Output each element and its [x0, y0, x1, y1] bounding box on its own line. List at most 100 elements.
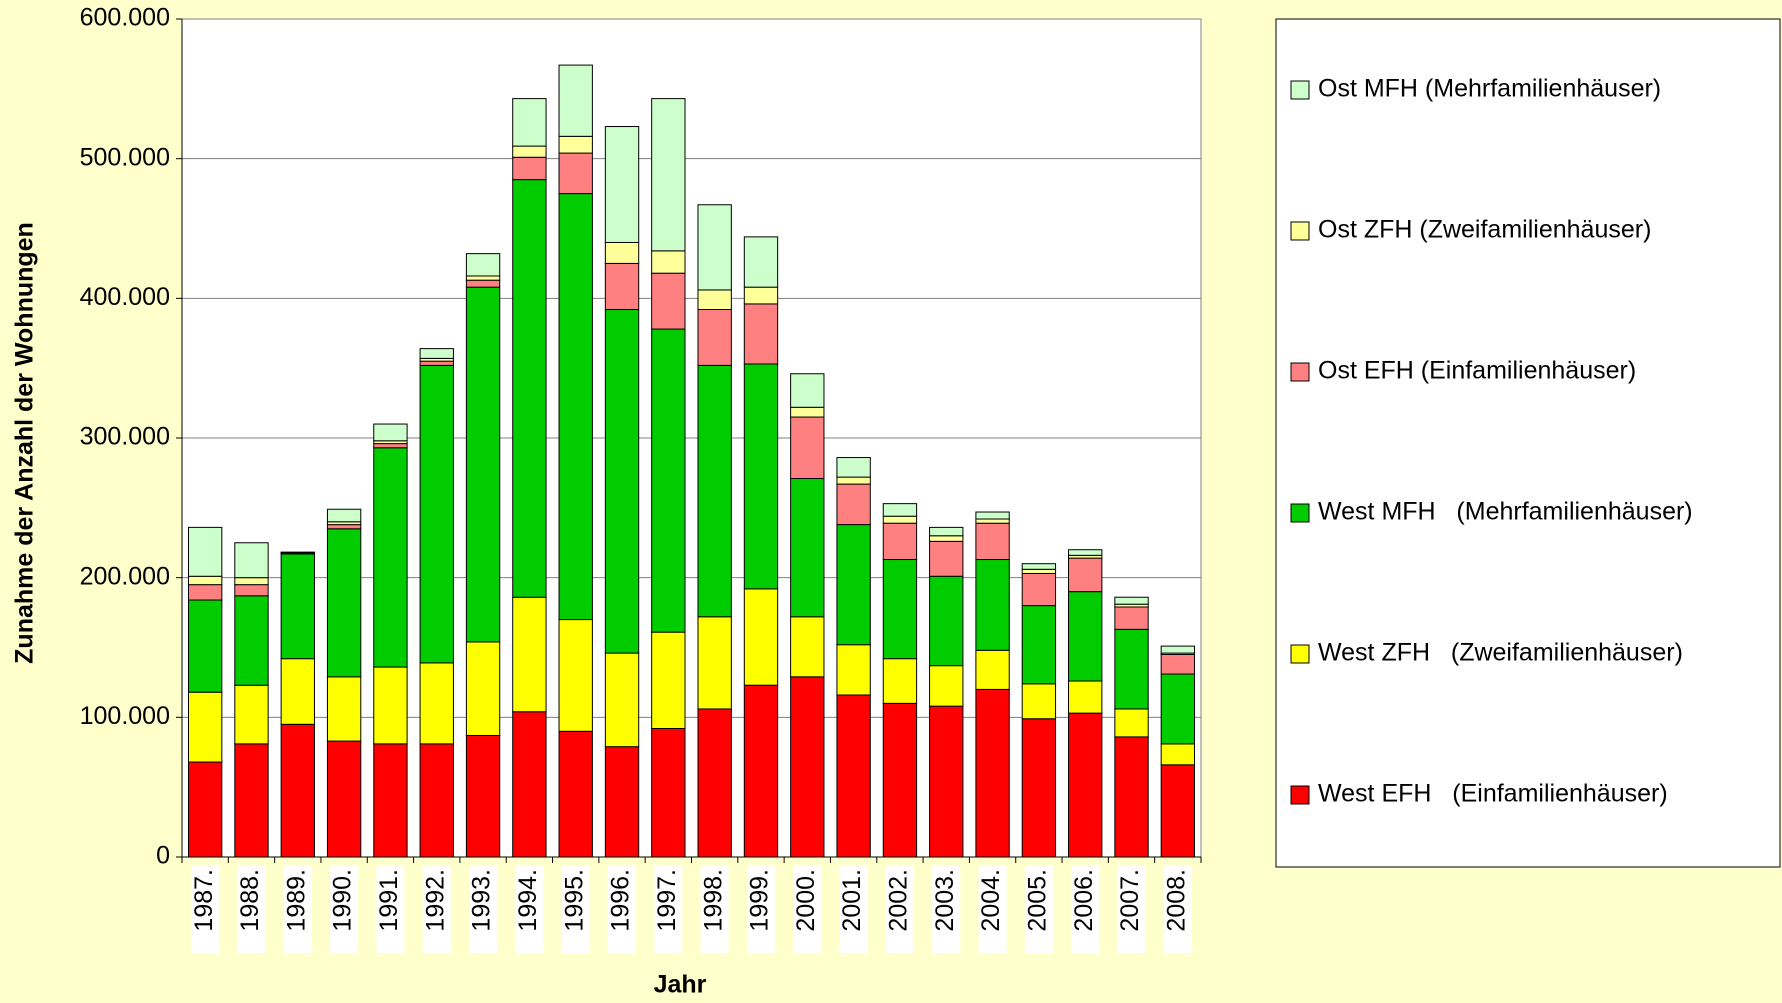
legend-label: West MFH (Mehrfamilienhäuser) — [1318, 498, 1693, 526]
bar-segment — [697, 364, 732, 618]
bar-segment — [419, 360, 454, 366]
bar-segment — [882, 702, 918, 858]
x-tick-label: 1999. — [746, 869, 774, 932]
x-label-bg — [839, 865, 868, 953]
bar-segment — [882, 515, 918, 524]
x-label-bg — [1024, 865, 1053, 953]
x-tick-label: 2007. — [1116, 869, 1144, 932]
bar-segment — [697, 708, 732, 858]
bar-segment — [1021, 683, 1057, 720]
bar-segment — [743, 303, 779, 365]
bar-segment — [697, 309, 732, 366]
bar-segment — [651, 631, 686, 730]
bar-segment — [929, 526, 964, 537]
bar-segment — [975, 559, 1010, 651]
bar-segment — [836, 483, 871, 526]
x-label-bg — [469, 865, 498, 953]
legend-swatch — [1290, 785, 1310, 805]
bar-segment — [558, 64, 593, 137]
bar-segment — [326, 740, 362, 858]
bar-segment — [187, 599, 223, 693]
x-tick-label: 1990. — [329, 869, 357, 932]
bar-segment — [512, 179, 547, 598]
legend-label: Ost EFH (Einfamilienhäuser) — [1318, 357, 1636, 385]
x-label-bg — [422, 865, 451, 953]
bar-segment — [1114, 736, 1149, 858]
bar-segment — [1021, 718, 1057, 858]
bar-segment — [929, 535, 964, 542]
x-label-bg — [191, 865, 220, 953]
bar-segment — [1160, 743, 1196, 766]
bar-segment — [419, 364, 454, 664]
bar-segment — [604, 126, 640, 243]
x-label-bg — [700, 865, 729, 953]
x-tick-label: 1993. — [468, 869, 496, 932]
bar-segment — [929, 575, 964, 667]
bar-segment — [373, 443, 408, 449]
bar-segment — [836, 457, 871, 478]
x-tick-label: 1988. — [236, 869, 264, 932]
y-tick-label: 300.000 — [80, 423, 170, 451]
bar-segment — [882, 559, 918, 660]
bar-segment — [187, 761, 223, 858]
bar-segment — [1160, 673, 1196, 745]
y-tick-label: 500.000 — [80, 143, 170, 171]
legend-label: West ZFH (Zweifamilienhäuser) — [1318, 639, 1683, 667]
y-tick-label: 0 — [156, 842, 170, 870]
bar-segment — [882, 522, 918, 561]
x-label-bg — [885, 865, 914, 953]
bar-segment — [326, 524, 362, 530]
bar-segment — [465, 286, 501, 643]
bar-segment — [187, 584, 223, 601]
bar-segment — [512, 156, 547, 181]
bar-segment — [419, 662, 454, 745]
bar-segment — [1114, 628, 1149, 710]
bar-segment — [1021, 605, 1057, 685]
legend-label: Ost MFH (Mehrfamilienhäuser) — [1318, 75, 1661, 103]
y-tick-label: 200.000 — [80, 562, 170, 590]
bar-segment — [1114, 708, 1149, 738]
x-tick-label: 2003. — [931, 869, 959, 932]
bar-segment — [465, 275, 501, 281]
bar-segment — [882, 503, 918, 517]
x-label-bg — [330, 865, 359, 953]
bar-segment — [234, 577, 269, 586]
legend-label: West EFH (Einfamilienhäuser) — [1318, 780, 1668, 808]
bar-segment — [790, 676, 825, 858]
bar-segment — [975, 511, 1010, 520]
bar-segment — [1068, 680, 1103, 714]
bar-segment — [790, 616, 825, 678]
x-label-bg — [515, 865, 544, 953]
bar-segment — [882, 658, 918, 704]
bar-segment — [1114, 606, 1149, 630]
bar-segment — [975, 649, 1010, 690]
bar-segment — [234, 584, 269, 597]
bar-segment — [929, 540, 964, 577]
bar-segment — [512, 711, 547, 858]
bar-segment — [604, 241, 640, 264]
bar-segment — [1068, 591, 1103, 682]
bar-segment — [651, 272, 686, 330]
bar-segment — [234, 684, 269, 745]
bar-segment — [697, 616, 732, 710]
x-tick-label: 2006. — [1070, 869, 1098, 932]
x-tick-label: 1991. — [375, 869, 403, 932]
bar-segment — [280, 723, 315, 858]
bar-segment — [373, 666, 408, 745]
y-axis-title: Zunahme der Anzahl der Wohnungen — [11, 222, 39, 664]
x-tick-label: 1998. — [699, 869, 727, 932]
bar-segment — [465, 734, 501, 858]
x-tick-label: 1994. — [514, 869, 542, 932]
bar-segment — [280, 551, 315, 554]
bar-segment — [743, 363, 779, 590]
bar-segment — [604, 262, 640, 311]
bar-segment — [604, 746, 640, 858]
x-tick-label: 2002. — [885, 869, 913, 932]
x-tick-label: 2005. — [1023, 869, 1051, 932]
bar-segment — [975, 518, 1010, 524]
bar-segment — [743, 286, 779, 305]
bar-segment — [929, 665, 964, 707]
bar-segment — [558, 619, 593, 732]
bar-segment — [512, 98, 547, 147]
